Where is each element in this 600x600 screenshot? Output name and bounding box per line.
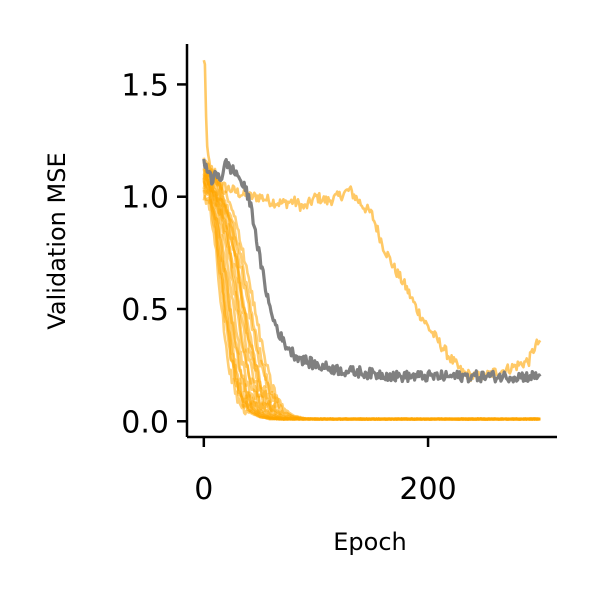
series-line-18: [202, 182, 541, 421]
y-axis-label: Validation MSE: [43, 152, 71, 329]
y-tick-label-2: 1.0: [121, 181, 169, 216]
x-tick-label-0: 0: [194, 472, 213, 507]
x-axis-label: Epoch: [333, 528, 407, 556]
y-tick-label-0: 0.0: [121, 405, 169, 440]
x-tick-label-1: 200: [399, 472, 456, 507]
series-layer: [202, 59, 542, 421]
y-tick-label-1: 0.5: [121, 293, 169, 328]
y-tick-label-3: 1.5: [121, 68, 169, 103]
series-line-1: [202, 157, 542, 384]
ticks-layer: 0.0 0.5 1.0 1.5 0 200: [121, 68, 456, 507]
